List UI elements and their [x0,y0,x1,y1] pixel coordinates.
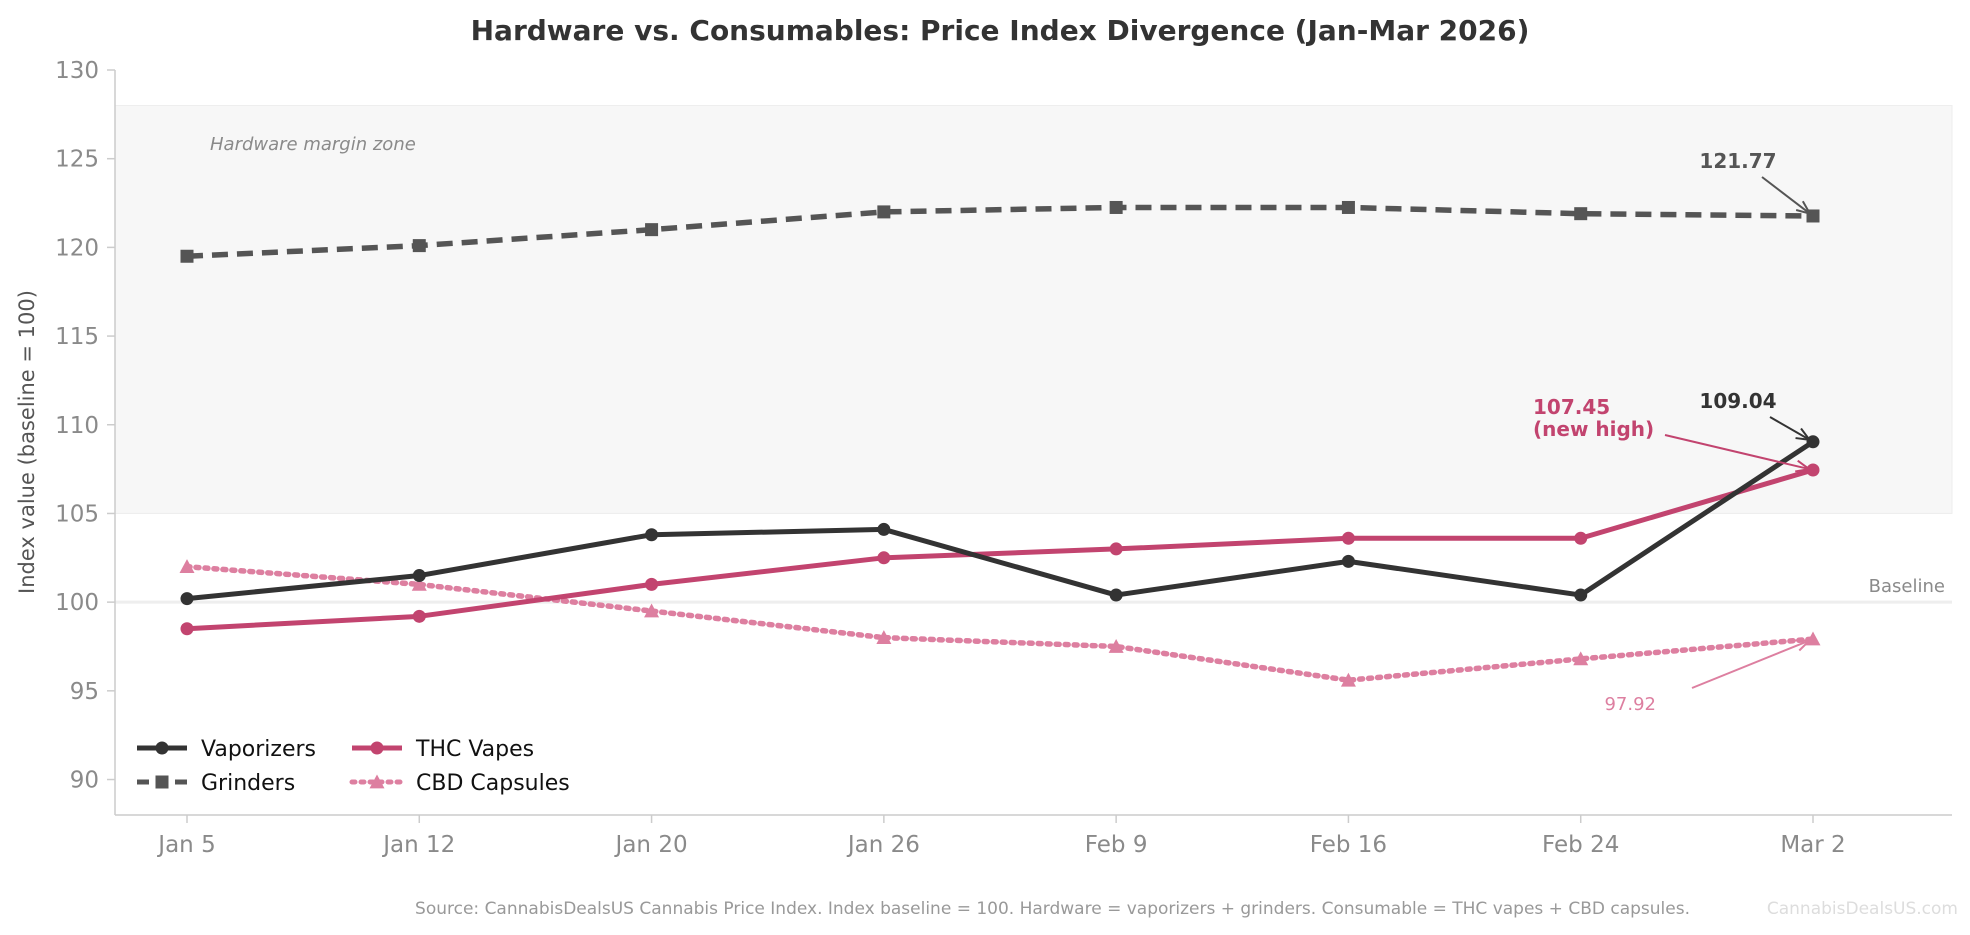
vaporizers-point-jan-20 [645,528,659,542]
hardware-margin-zone-label: Hardware margin zone [210,134,416,155]
annotation-vaporizers: 109.04 [1699,389,1812,442]
vaporizers-line [184,439,1816,602]
annotation-text-thc-vapes-1: (new high) [1533,417,1654,441]
grinders-line [186,204,1814,259]
annotation-arrowhead-thc-vapes [1795,459,1812,473]
grinders-point-feb-24 [1574,207,1588,221]
legend-marker-thc-vapes [370,741,384,755]
legend-label-cbd-capsules: CBD Capsules [416,771,570,796]
vaporizers-point-feb-16 [1341,554,1355,568]
annotation-arrow-grinders [1761,176,1811,215]
thc-vapes-point-feb-16 [1341,531,1355,545]
annotation-text-grinders: 121.77 [1699,149,1776,173]
annotation-arrowhead-vaporizers [1795,427,1812,442]
thc-vapes-point-jan-20 [645,577,659,591]
y-tick-label-115: 115 [55,324,99,350]
legend-marker-grinders [155,775,169,789]
grinders-point-jan-20 [645,223,659,237]
vaporizers-point-jan-12 [412,569,426,583]
thc-vapes-point-jan-12 [412,609,426,623]
x-tick-label-jan-5: Jan 5 [156,832,215,858]
annotation-arrow-thc-vapes [1664,434,1810,471]
grinders-point-jan-12 [412,239,426,253]
thc-vapes-point-jan-5 [180,622,194,636]
legend-marker-vaporizers [155,741,169,755]
cbd-capsules-point-feb-16 [1340,672,1356,687]
cbd-capsules-point-jan-12 [411,576,427,591]
source-note: Source: CannabisDealsUS Cannabis Price I… [415,899,1690,919]
series-layer [179,200,1821,687]
thc-vapes-point-feb-9 [1109,542,1123,556]
x-tick-label-jan-26: Jan 26 [846,832,920,858]
y-ticks: 90 95 100 105 110 115 120 125 130 [55,58,115,794]
annotation-thc-vapes: 107.45(new high) [1533,395,1812,473]
y-tick-label-100: 100 [55,590,99,616]
y-tick-label-120: 120 [55,235,99,261]
grinders-point-jan-26 [877,205,891,219]
y-tick-label-125: 125 [55,147,99,173]
series-vaporizers [180,435,1820,606]
thc-vapes-point-mar-2 [1806,463,1820,477]
x-tick-label-feb-9: Feb 9 [1085,832,1148,858]
legend-item-thc-vapes: THC Vapes [352,737,534,762]
legend-item-vaporizers: Vaporizers [137,737,316,762]
grinders-point-feb-16 [1341,200,1355,214]
legend-label-grinders: Grinders [201,771,295,796]
y-tick-label-90: 90 [70,768,99,794]
legend: Vaporizers Grinders THC Vapes CBD Capsules [137,737,570,796]
plot-area: Hardware margin zone Baseline [114,104,1953,604]
grinders-point-feb-9 [1109,200,1123,214]
annotation-arrow-cbd-capsules [1691,639,1810,689]
annotation-arrow-vaporizers [1769,416,1811,441]
y-tick-label-130: 130 [55,58,99,84]
vaporizers-point-jan-5 [180,592,194,606]
legend-item-cbd-capsules: CBD Capsules [349,771,570,796]
series-thc-vapes [180,463,1820,636]
baseline-label: Baseline [1869,576,1945,597]
x-tick-label-jan-20: Jan 20 [614,832,688,858]
legend-label-vaporizers: Vaporizers [201,737,316,762]
cbd-capsules-point-feb-9 [1108,638,1124,653]
y-tick-label-95: 95 [70,679,99,705]
vaporizers-point-feb-9 [1109,588,1123,602]
cbd-capsules-line [184,563,1816,683]
watermark: CannabisDealsUS.com [1767,899,1958,919]
thc-vapes-point-jan-26 [877,551,891,565]
x-ticks: Jan 5 Jan 12 Jan 20 Jan 26 Feb 9 Feb 16 Feb 24… [156,815,1846,858]
legend-marker-cbd-capsules [369,774,385,789]
y-tick-label-110: 110 [55,413,99,439]
y-tick-label-105: 105 [55,501,99,527]
annotation-text-thc-vapes-0: 107.45 [1533,395,1610,419]
cbd-capsules-point-jan-20 [644,603,660,618]
annotation-cbd-capsules: 97.92 [1604,639,1812,715]
cbd-capsules-point-jan-26 [876,630,892,644]
annotation-arrowhead-grinders [1795,200,1812,216]
cbd-capsules-point-feb-24 [1573,651,1589,666]
legend-label-thc-vapes: THC Vapes [415,737,534,762]
x-tick-label-feb-16: Feb 16 [1310,832,1387,858]
x-tick-label-feb-24: Feb 24 [1542,832,1619,858]
annotation-arrowhead-cbd-capsules [1795,639,1812,652]
cbd-capsules-point-jan-5 [179,559,195,574]
grinders-point-jan-5 [180,249,194,263]
thc-vapes-line [184,467,1816,632]
vaporizers-point-feb-24 [1574,588,1588,602]
chart-title: Hardware vs. Consumables: Price Index Di… [471,14,1530,47]
annotation-grinders: 121.77 [1699,149,1812,216]
series-cbd-capsules [179,559,1821,687]
x-tick-label-jan-12: Jan 12 [381,832,455,858]
annotation-text-cbd-capsules: 97.92 [1604,694,1656,715]
y-axis-label: Index value (baseline = 100) [15,290,39,594]
vaporizers-point-jan-26 [877,522,891,536]
x-tick-label-mar-2: Mar 2 [1780,832,1845,858]
thc-vapes-point-feb-24 [1574,531,1588,545]
hardware-margin-zone [114,104,1953,514]
annotation-text-vaporizers: 109.04 [1699,389,1776,413]
legend-item-grinders: Grinders [137,771,295,796]
